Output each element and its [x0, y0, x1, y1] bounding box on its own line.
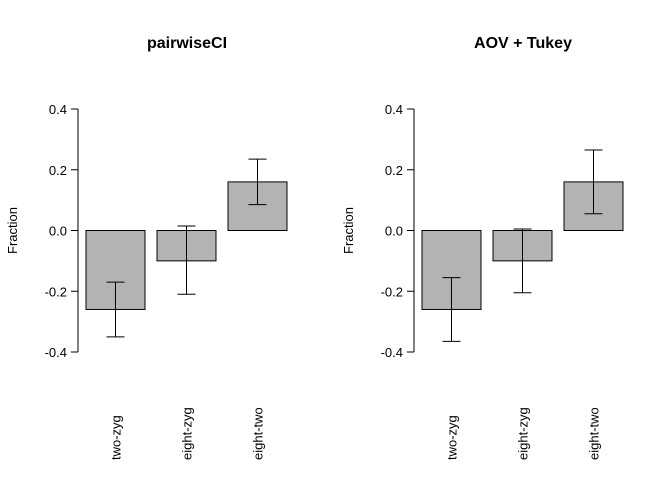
category-label: eight-zyg — [180, 407, 195, 460]
y-tick-label: 0.2 — [49, 163, 67, 178]
chart-title: pairwiseCI — [147, 35, 227, 52]
category-label: two-zyg — [109, 415, 124, 460]
category-label: eight-two — [587, 407, 602, 460]
y-axis-label: Fraction — [5, 207, 20, 254]
chart-panel-pairwiseci: pairwiseCI -0.4 -0.2 0.0 0.2 0.4 Fraction two-z… — [5, 35, 288, 460]
y-tick-label: -0.2 — [381, 284, 403, 299]
chart-title: AOV + Tukey — [474, 35, 572, 52]
y-tick-label: 0.2 — [385, 163, 403, 178]
y-tick-label: -0.4 — [381, 345, 403, 360]
y-tick-label: 0.4 — [49, 102, 67, 117]
category-label: eight-two — [251, 407, 266, 460]
y-tick-label: 0.0 — [385, 224, 403, 239]
category-label: eight-zyg — [516, 407, 531, 460]
category-label: two-zyg — [445, 415, 460, 460]
chart-panel-aov-tukey: AOV + Tukey -0.4 -0.2 0.0 0.2 0.4 Fraction two-… — [341, 35, 624, 460]
y-tick-label: -0.2 — [45, 284, 67, 299]
y-tick-label: 0.4 — [385, 102, 403, 117]
y-axis-label: Fraction — [341, 207, 356, 254]
y-tick-label: -0.4 — [45, 345, 67, 360]
y-tick-label: 0.0 — [49, 224, 67, 239]
